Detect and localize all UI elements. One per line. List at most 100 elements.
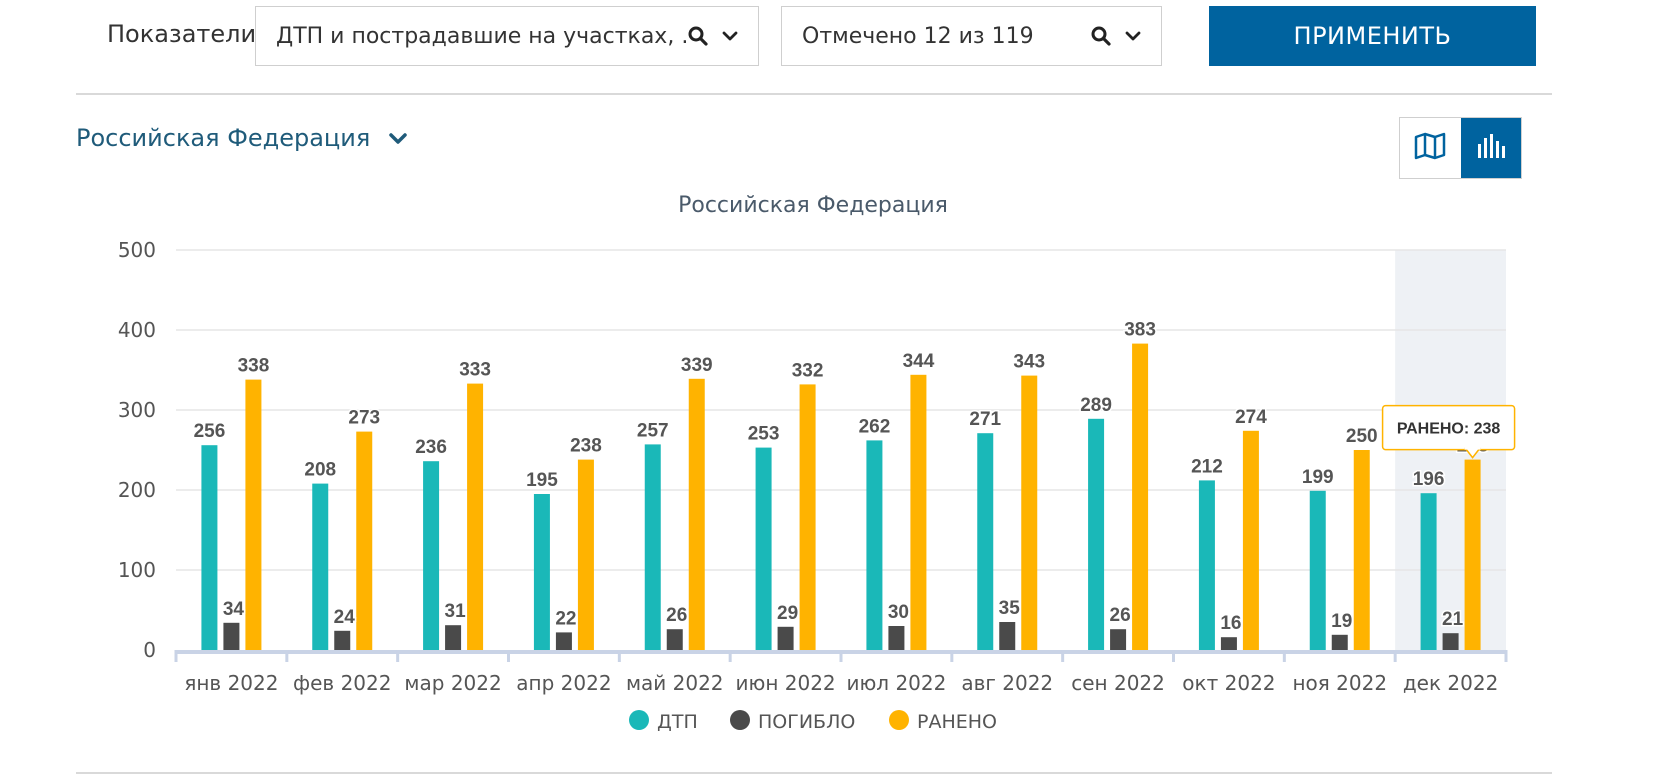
data-label: 343 <box>1013 352 1045 373</box>
bar-chart: 0 100 200 300 400 500 янв 2022 фев 2022 мар 202… <box>118 193 1516 733</box>
data-label: 208 <box>304 460 336 481</box>
bars <box>201 343 1481 650</box>
checked-items-select[interactable]: Отмечено 12 из 119 <box>781 6 1162 66</box>
apply-button[interactable]: ПРИМЕНИТЬ <box>1209 6 1536 66</box>
bar[interactable] <box>1309 490 1326 650</box>
legend-item[interactable]: ДТП <box>629 710 698 733</box>
bar[interactable] <box>467 383 484 650</box>
chart-area: 0 100 200 300 400 500 янв 2022 фев 2022 мар 202… <box>0 180 1662 740</box>
bar[interactable] <box>245 379 262 650</box>
bar[interactable] <box>577 459 594 650</box>
bar[interactable] <box>356 431 373 650</box>
legend-label: ДТП <box>657 711 698 733</box>
data-label: 332 <box>792 360 824 381</box>
bar[interactable] <box>688 378 705 650</box>
data-label: 29 <box>777 603 798 624</box>
bar[interactable] <box>555 632 572 650</box>
x-tick-label: фев 2022 <box>293 671 391 695</box>
bar[interactable] <box>977 433 994 650</box>
chevron-down-icon[interactable] <box>722 30 738 42</box>
data-label: 22 <box>555 608 576 629</box>
bar[interactable] <box>1242 430 1259 650</box>
bar[interactable] <box>777 626 794 650</box>
indicators-select-value: ДТП и пострадавшие на участках, ... <box>276 23 688 49</box>
bar[interactable] <box>533 494 550 650</box>
view-toggle <box>1399 117 1522 179</box>
legend-item[interactable]: ПОГИБЛО <box>730 710 855 733</box>
bar[interactable] <box>755 447 772 650</box>
data-label: 236 <box>415 437 447 458</box>
chevron-down-icon <box>388 124 408 152</box>
x-tick-label: июн 2022 <box>735 671 835 695</box>
bar[interactable] <box>223 622 240 650</box>
checked-items-value: Отмечено 12 из 119 <box>802 23 1034 49</box>
data-label: 344 <box>903 351 935 372</box>
data-label: 250 <box>1346 426 1378 447</box>
bar[interactable] <box>1331 634 1348 650</box>
region-dropdown[interactable]: Российская Федерация <box>76 124 408 152</box>
data-labels: 256 208 236 195 257 253 262 271 289 212 199 196 34 24… <box>192 318 1490 636</box>
bar[interactable] <box>1353 450 1370 650</box>
data-label: 21 <box>1442 609 1464 630</box>
data-label: 274 <box>1235 407 1267 428</box>
y-tick-label: 100 <box>118 558 156 582</box>
tooltip-text: РАНЕНО: 238 <box>1397 421 1501 438</box>
bar[interactable] <box>201 445 218 650</box>
data-label: 383 <box>1124 320 1156 341</box>
search-icon[interactable] <box>1091 26 1111 46</box>
bar[interactable] <box>334 630 351 650</box>
bar[interactable] <box>423 461 440 650</box>
data-label: 26 <box>1110 605 1131 626</box>
bar[interactable] <box>910 374 927 650</box>
bar-chart-icon <box>1476 132 1506 165</box>
legend: ДТП ПОГИБЛО РАНЕНО <box>629 710 997 733</box>
legend-marker <box>730 710 750 730</box>
grid-lines: 0 100 200 300 400 500 <box>118 238 1506 662</box>
data-label: 199 <box>1302 467 1334 488</box>
map-icon <box>1414 132 1446 165</box>
bar[interactable] <box>1021 375 1038 650</box>
bar[interactable] <box>1132 343 1149 650</box>
data-label: 26 <box>666 605 687 626</box>
data-label: 339 <box>681 355 713 376</box>
x-axis: янв 2022 фев 2022 мар 2022 апр 2022 май 2022… <box>174 650 1508 695</box>
tooltip-box: РАНЕНО: 238 <box>1381 404 1516 459</box>
divider <box>76 772 1552 774</box>
bar[interactable] <box>799 384 816 650</box>
data-label: 257 <box>637 420 669 441</box>
tooltip: РАНЕНО: 238 <box>1381 404 1516 459</box>
bar[interactable] <box>1198 480 1215 650</box>
data-label: 30 <box>888 602 909 623</box>
filter-bar: Показатели ДТП и пострадавшие на участка… <box>0 0 1662 94</box>
y-tick-label: 300 <box>118 398 156 422</box>
data-label: 238 <box>570 436 602 457</box>
chevron-down-icon[interactable] <box>1125 30 1141 42</box>
data-label: 19 <box>1331 611 1352 632</box>
bar[interactable] <box>644 444 661 650</box>
map-view-button[interactable] <box>1400 118 1461 178</box>
bar[interactable] <box>1220 637 1237 650</box>
bar[interactable] <box>666 629 683 650</box>
legend-item[interactable]: РАНЕНО <box>889 710 997 733</box>
bar[interactable] <box>445 625 462 650</box>
indicators-select[interactable]: ДТП и пострадавшие на участках, ... <box>255 6 759 66</box>
bar[interactable] <box>1420 493 1437 650</box>
bar[interactable] <box>1110 629 1127 650</box>
data-label: 333 <box>459 360 491 381</box>
bar[interactable] <box>888 626 905 650</box>
x-tick-label: май 2022 <box>626 671 724 695</box>
data-label: 253 <box>748 424 780 445</box>
data-label: 212 <box>1191 456 1223 477</box>
bar[interactable] <box>312 483 329 650</box>
data-label: 289 <box>1080 395 1112 416</box>
data-label: 195 <box>526 470 558 491</box>
y-tick-label: 200 <box>118 478 156 502</box>
bar[interactable] <box>866 440 883 650</box>
bar[interactable] <box>1464 459 1481 650</box>
data-label: 34 <box>223 599 245 620</box>
search-icon[interactable] <box>688 26 708 46</box>
bar[interactable] <box>999 622 1016 650</box>
chart-view-button[interactable] <box>1460 118 1521 178</box>
bar[interactable] <box>1088 418 1105 650</box>
bar[interactable] <box>1442 633 1459 650</box>
